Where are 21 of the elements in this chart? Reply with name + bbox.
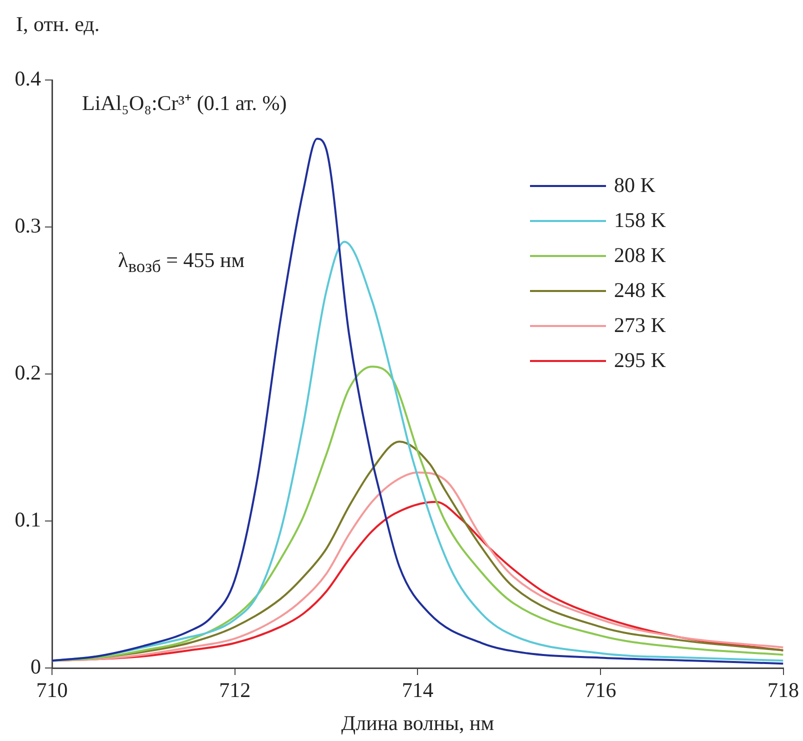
- line-series: [52, 138, 784, 665]
- legend-label: 248 K: [614, 278, 666, 303]
- legend-label: 158 K: [614, 208, 666, 233]
- y-tick-label: 0.4: [14, 66, 42, 91]
- annotation: λ$_{возб}$ = 455 нм: [118, 248, 245, 278]
- legend-label: 273 K: [614, 313, 666, 338]
- y-tick-label: 0.3: [14, 214, 41, 238]
- y-tick-label: 0.2: [14, 360, 41, 385]
- annotation: LiAl₅O₈:Cr³⁺ (0.1 ат. %): [82, 90, 287, 116]
- x-tick-label: 710: [36, 678, 68, 702]
- y-axis-title: I, отн. ед.: [16, 12, 100, 37]
- y-tick-label: 0.1: [14, 508, 41, 532]
- x-tick-label: 712: [219, 678, 251, 702]
- legend-label: 208 K: [614, 243, 666, 268]
- x-axis-title: Длина волны, нм: [341, 710, 494, 735]
- x-tick-label: 718: [768, 678, 799, 702]
- legend-label: 80 K: [614, 173, 656, 198]
- x-tick-label: 714: [402, 678, 434, 702]
- x-tick-label: 716: [584, 678, 616, 702]
- legend-label: 295 K: [614, 348, 666, 373]
- y-tick-label: 0: [30, 654, 41, 679]
